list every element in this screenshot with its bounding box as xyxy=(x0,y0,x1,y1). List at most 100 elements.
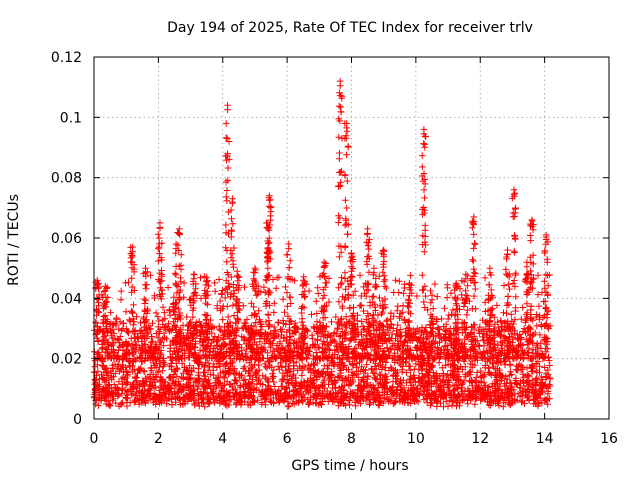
data-point xyxy=(246,372,253,380)
data-point xyxy=(491,338,498,345)
data-point xyxy=(216,349,224,356)
data-point xyxy=(257,343,265,351)
data-point xyxy=(281,309,288,316)
data-point xyxy=(258,399,266,406)
data-point xyxy=(284,394,292,402)
data-point xyxy=(532,400,539,407)
data-point xyxy=(502,373,510,380)
data-point xyxy=(487,286,495,294)
data-point xyxy=(186,362,193,370)
data-point xyxy=(497,317,504,324)
data-point xyxy=(409,396,417,404)
data-point xyxy=(462,275,470,282)
data-point xyxy=(112,399,119,407)
data-point xyxy=(147,342,154,350)
data-point xyxy=(202,281,210,289)
data-point xyxy=(459,379,467,387)
data-point xyxy=(523,394,531,401)
data-point xyxy=(192,350,199,358)
data-point xyxy=(221,381,228,389)
data-point xyxy=(142,285,150,292)
data-point xyxy=(287,348,294,355)
data-point xyxy=(126,316,133,324)
data-point xyxy=(454,311,461,318)
data-point xyxy=(291,392,299,400)
data-point xyxy=(398,379,405,387)
data-point xyxy=(462,287,469,295)
data-point xyxy=(314,337,321,344)
data-point xyxy=(403,346,411,353)
data-point xyxy=(224,289,231,297)
data-point xyxy=(351,287,359,295)
data-point xyxy=(325,381,332,388)
data-point xyxy=(511,233,518,240)
data-point xyxy=(335,242,343,250)
data-point xyxy=(523,313,531,321)
data-point xyxy=(170,371,178,378)
data-point xyxy=(141,327,149,335)
data-point xyxy=(336,339,344,347)
data-point xyxy=(135,365,143,373)
data-point xyxy=(426,367,433,374)
data-point xyxy=(140,347,148,355)
data-point xyxy=(404,395,411,402)
data-point xyxy=(267,329,275,337)
data-point xyxy=(191,289,199,296)
data-point xyxy=(365,252,372,260)
data-point xyxy=(451,392,459,399)
data-point xyxy=(517,342,524,349)
data-point xyxy=(343,319,351,326)
data-point xyxy=(104,350,111,357)
data-point xyxy=(503,302,511,309)
data-point xyxy=(364,287,372,294)
data-point xyxy=(406,284,413,292)
data-point xyxy=(334,361,342,368)
data-point xyxy=(454,372,461,380)
data-point xyxy=(98,345,106,353)
data-point xyxy=(521,400,528,407)
data-point xyxy=(419,232,427,239)
data-point xyxy=(158,271,165,278)
data-point xyxy=(274,319,282,327)
data-point xyxy=(437,393,444,400)
data-point xyxy=(505,395,513,403)
data-point xyxy=(420,204,427,211)
data-point xyxy=(506,270,513,278)
data-point xyxy=(199,390,207,397)
data-point xyxy=(364,242,372,249)
data-point xyxy=(325,362,333,369)
data-point xyxy=(107,390,114,398)
data-point xyxy=(241,388,248,395)
data-point xyxy=(511,316,519,323)
data-point xyxy=(117,296,125,303)
data-point xyxy=(510,191,518,198)
data-point xyxy=(484,349,491,356)
data-point xyxy=(412,329,419,337)
data-point xyxy=(298,372,306,379)
data-point xyxy=(511,190,519,197)
data-point xyxy=(219,355,227,362)
data-point xyxy=(367,399,374,407)
data-point xyxy=(434,345,442,353)
data-point xyxy=(335,133,343,141)
data-point xyxy=(469,219,476,226)
data-point xyxy=(202,377,210,385)
data-point xyxy=(212,393,220,401)
data-point xyxy=(113,365,121,373)
data-point xyxy=(363,332,370,340)
data-point xyxy=(329,355,336,362)
data-point xyxy=(511,329,518,337)
data-point xyxy=(262,318,270,326)
data-point xyxy=(421,283,429,290)
data-point xyxy=(154,313,162,320)
data-point xyxy=(264,386,272,393)
data-point xyxy=(156,387,163,394)
data-point xyxy=(370,311,377,319)
data-point xyxy=(379,268,387,276)
data-point xyxy=(487,402,494,409)
data-point xyxy=(221,397,229,404)
data-point xyxy=(277,326,284,333)
data-point xyxy=(252,319,259,326)
data-point xyxy=(473,374,480,381)
data-point xyxy=(383,353,390,360)
